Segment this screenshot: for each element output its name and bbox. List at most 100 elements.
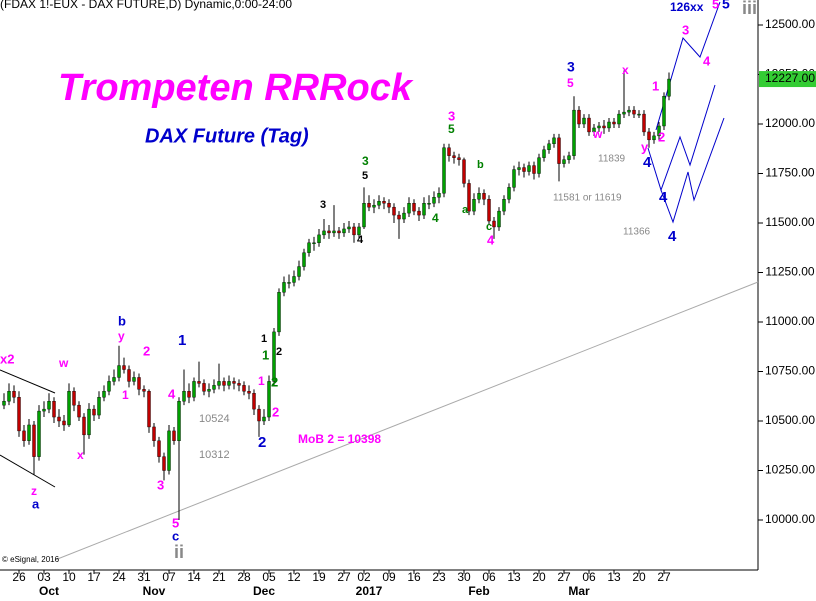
y-tick-label: 11000.00 <box>765 314 814 328</box>
x-tick-label: 28 <box>237 570 251 584</box>
wave-label: 1 <box>258 374 265 388</box>
candle-body <box>572 109 576 156</box>
wave-label: 3 <box>682 22 689 37</box>
candle-body <box>422 202 426 216</box>
month-label: Dec <box>253 584 275 598</box>
wave-label: 5 <box>567 76 574 90</box>
x-tick-label: 27 <box>557 570 571 584</box>
candle-body <box>632 109 636 115</box>
candle-body <box>442 147 446 194</box>
wave-label: z <box>31 484 37 498</box>
candle-body <box>172 430 176 441</box>
candle-body <box>47 401 51 410</box>
candle-body <box>437 193 441 198</box>
candle-body <box>167 430 171 471</box>
candle-body <box>417 210 421 216</box>
projection-line <box>660 117 725 224</box>
candle-body <box>587 117 591 133</box>
wave-label: 3 <box>567 59 575 75</box>
candle-body <box>127 369 131 382</box>
candle-body <box>17 397 21 432</box>
candle-body <box>617 113 621 125</box>
candle-body <box>377 201 381 206</box>
candle-body <box>257 408 261 422</box>
candle-body <box>347 226 351 230</box>
y-tick-label: 10000.00 <box>765 512 815 526</box>
candle-body <box>342 228 346 234</box>
candle-body <box>312 242 316 245</box>
wave-label: 3 <box>448 108 455 123</box>
candle-body <box>97 397 101 416</box>
wave-label: b <box>118 313 126 328</box>
candle-body <box>357 226 361 236</box>
candle-body <box>622 111 626 115</box>
candle-body <box>467 183 471 212</box>
wave-label: MoB 2 = 10398 <box>298 432 381 446</box>
candle-body <box>162 456 166 471</box>
candle-body <box>482 193 486 200</box>
candle-body <box>307 242 311 253</box>
candle-body <box>557 137 561 164</box>
candle-body <box>267 381 271 418</box>
candle-body <box>157 440 161 457</box>
y-tick-label: 12500.00 <box>765 17 815 31</box>
x-tick-label: 23 <box>432 570 446 584</box>
x-tick-label: 13 <box>507 570 521 584</box>
wave-label: 5 <box>172 515 179 530</box>
wave-label: c <box>172 528 179 543</box>
wave-label: 2 <box>143 343 150 358</box>
candle-body <box>122 365 126 370</box>
candle-body <box>402 212 406 220</box>
y-tick-label: 12000.00 <box>765 116 815 130</box>
y-tick-label: 10750.00 <box>765 364 815 378</box>
candle-body <box>492 220 496 228</box>
candle-body <box>52 401 56 418</box>
wave-label: 4 <box>432 211 439 225</box>
wave-label: 5 <box>448 122 455 136</box>
candle-body <box>327 230 331 234</box>
x-tick-label: 24 <box>112 570 126 584</box>
candle-body <box>322 230 326 236</box>
candle-body <box>217 381 221 386</box>
candle-body <box>247 391 251 394</box>
wave-label: 3 <box>320 199 326 211</box>
candle-body <box>582 117 586 125</box>
candle-body <box>647 131 651 141</box>
candle-body <box>407 202 411 214</box>
x-tick-label: 09 <box>382 570 396 584</box>
candle-body <box>532 165 536 174</box>
x-tick-label: 14 <box>187 570 201 584</box>
candle-body <box>542 149 546 158</box>
wave-label: 11366 <box>623 227 651 238</box>
candle-body <box>87 408 91 436</box>
wave-label: 2 <box>658 129 665 144</box>
candle-body <box>607 121 611 129</box>
candle-body <box>302 252 306 267</box>
projection-line <box>647 84 716 192</box>
x-tick-label: 17 <box>87 570 101 584</box>
x-tick-label: 20 <box>632 570 646 584</box>
x-tick-label: 10 <box>62 570 76 584</box>
candle-body <box>537 157 541 174</box>
candle-body <box>502 199 506 212</box>
wave-label: 5 <box>712 0 719 11</box>
x-tick-label: 13 <box>607 570 621 584</box>
candle-body <box>512 169 516 188</box>
month-label: Feb <box>468 584 489 598</box>
wave-label: y <box>641 139 649 154</box>
candle-body <box>597 125 601 129</box>
y-tick-label: 10500.00 <box>765 413 815 427</box>
wave-label: 1 <box>652 78 659 93</box>
y-tick-label: 11250.00 <box>765 265 814 279</box>
x-tick-label: 27 <box>657 570 671 584</box>
candle-body <box>372 204 376 208</box>
x-tick-label: 30 <box>457 570 471 584</box>
wave-label: ii <box>174 542 184 562</box>
candle-body <box>147 391 151 428</box>
candle-body <box>367 202 371 208</box>
candle-body <box>182 391 186 402</box>
candle-body <box>137 377 141 390</box>
candle-body <box>507 187 511 200</box>
